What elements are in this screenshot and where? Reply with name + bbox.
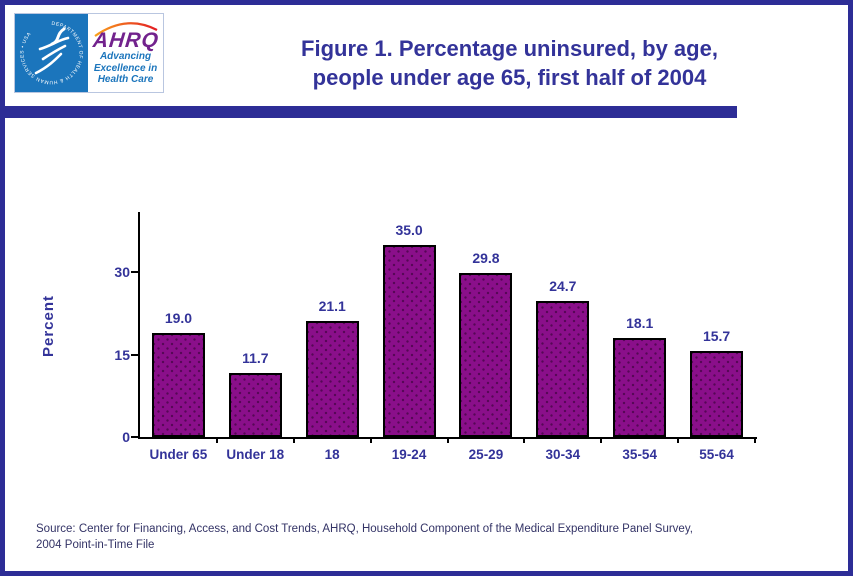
ahrq-wordmark: AHRQ <box>91 29 160 53</box>
y-axis-tick-label: 30 <box>114 264 130 281</box>
x-category-label: 19-24 <box>391 447 427 462</box>
chart-bar <box>536 301 590 437</box>
x-category-label: 30-34 <box>545 447 581 462</box>
x-axis-tick <box>754 437 756 443</box>
chart-bar <box>613 337 667 437</box>
y-axis-tick-label: 0 <box>122 429 130 445</box>
x-axis-tick <box>292 437 295 443</box>
source-note-line2: 2004 Point-in-Time File <box>36 538 155 551</box>
y-axis-tick <box>131 353 139 356</box>
y-axis-tick-label: 15 <box>114 346 130 363</box>
x-axis-tick <box>369 437 372 443</box>
chart-bar <box>690 350 744 437</box>
x-category-label: Under 65 <box>149 447 208 462</box>
x-category-label: 55-64 <box>699 447 734 462</box>
x-axis-tick <box>215 437 218 443</box>
hhs-eagle-icon <box>34 27 70 75</box>
bar-value-label: 24.7 <box>549 278 577 295</box>
chart-bar <box>305 321 359 437</box>
bar-value-label: 18.1 <box>626 314 654 331</box>
x-category-label: 18 <box>324 447 340 462</box>
hhs-seal-icon: DEPARTMENT OF HEALTH & HUMAN SERVICES • … <box>15 14 88 92</box>
bar-value-label: 11.7 <box>242 349 269 366</box>
bar-value-label: 35.0 <box>395 221 423 238</box>
bar-value-label: 15.7 <box>702 327 731 344</box>
bar-value-label: 21.1 <box>318 298 346 315</box>
figure-title-line1: Figure 1. Percentage uninsured, by age, <box>301 36 718 61</box>
chart-bar <box>382 244 436 437</box>
x-axis-tick <box>677 437 680 443</box>
y-axis-tick <box>131 436 139 438</box>
source-note: Source: Center for Financing, Access, an… <box>36 522 825 553</box>
ahrq-arc-icon <box>93 22 158 38</box>
ahrq-tagline-line1: Advancing <box>99 51 152 63</box>
source-note-line1: Source: Center for Financing, Access, an… <box>36 523 693 535</box>
x-axis-tick <box>523 437 526 443</box>
x-category-label: 35-54 <box>622 447 657 462</box>
plot-area: 19.0 Under 65 11.7 Under 18 21.1 18 35.0 19-24 2… <box>114 212 756 462</box>
chart-bar <box>228 372 282 437</box>
figure-title-line2: people under age 65, first half of 2004 <box>312 65 707 91</box>
x-category-label: 25-29 <box>468 447 504 462</box>
chart-bar <box>151 332 205 437</box>
ahrq-tagline-line2: Excellence in <box>93 62 158 74</box>
bar-value-label: 19.0 <box>164 309 193 326</box>
bar-value-label: 29.8 <box>472 250 500 267</box>
x-axis-tick <box>600 437 603 443</box>
chart-bar <box>459 273 513 437</box>
x-category-label: Under 18 <box>226 447 285 462</box>
y-axis-line <box>138 212 140 439</box>
ahrq-tagline-line3: Health Care <box>97 74 154 86</box>
figure-title: Figure 1. Percentage uninsured, by age, … <box>180 34 839 92</box>
agency-logo-block: DEPARTMENT OF HEALTH & HUMAN SERVICES • … <box>14 13 164 93</box>
y-axis-tick <box>131 271 139 274</box>
header-divider-bar <box>0 106 737 118</box>
ahrq-logo: AHRQ Advancing Excellence in Health Care <box>88 14 163 92</box>
y-axis-title: Percent <box>40 294 57 357</box>
x-axis-tick <box>446 437 449 443</box>
